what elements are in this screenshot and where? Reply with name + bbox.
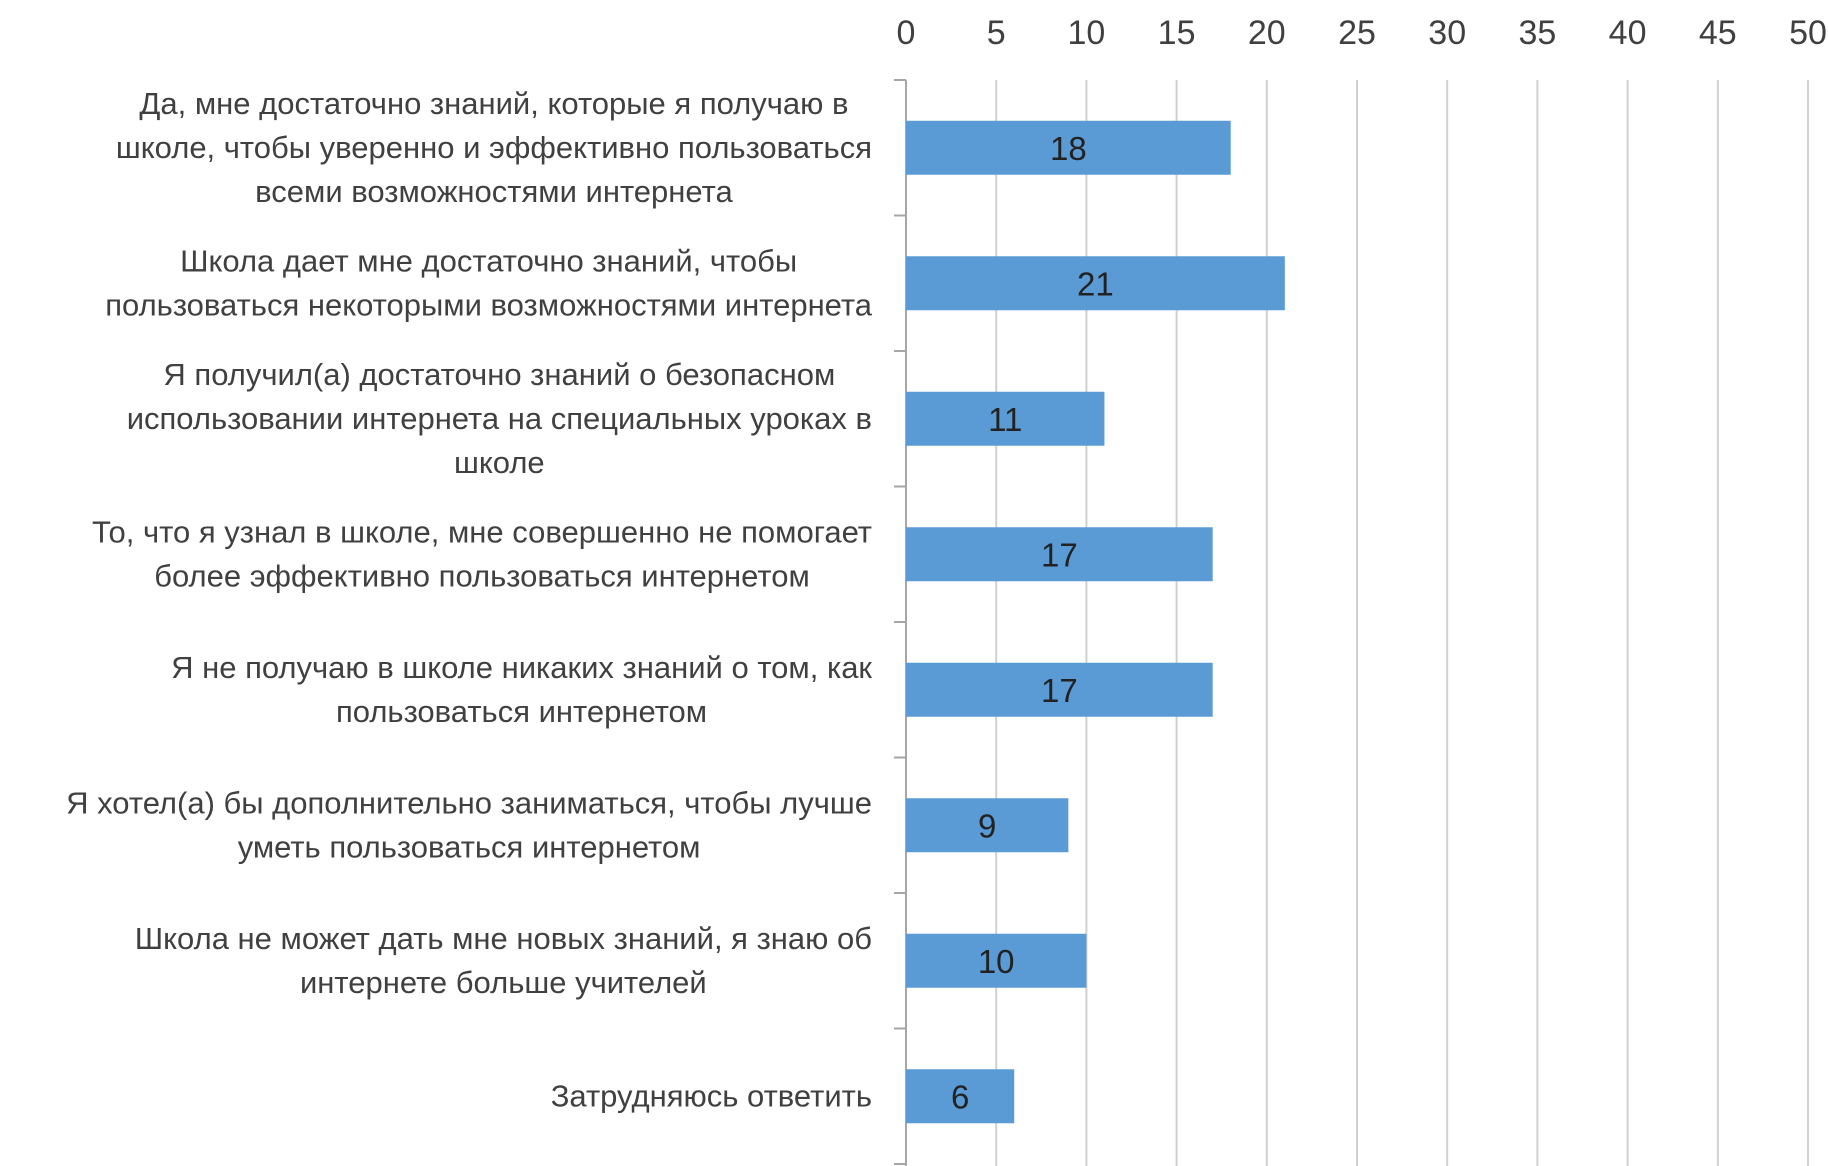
category-label-line: Школа дает мне достаточно знаний, чтобы: [180, 243, 797, 278]
bar: [906, 256, 1285, 311]
grid-lines: [995, 80, 1809, 1166]
category-label-line: более эффективно пользоваться интернетом: [154, 558, 810, 593]
bar-value-label: 11: [988, 401, 1022, 438]
x-tick-label: 50: [1789, 14, 1827, 52]
category-label-line: Я получил(а) достаточно знаний о безопас…: [163, 357, 835, 392]
category-label-line: пользоваться некоторыми возможностями ин…: [105, 287, 873, 322]
x-tick-label: 30: [1428, 14, 1466, 52]
bar: [906, 527, 1213, 582]
category-label-line: школе, чтобы уверенно и эффективно польз…: [116, 130, 872, 165]
bar-value-label: 18: [1050, 130, 1087, 167]
category-label-line: Затрудняюсь ответить: [551, 1078, 872, 1113]
bar-value-label: 21: [1077, 265, 1114, 302]
bar-value-label: 6: [951, 1078, 969, 1115]
category-label: Затрудняюсь ответить: [551, 1078, 872, 1113]
category-label-line: уметь пользоваться интернетом: [238, 829, 701, 864]
category-label-line: интернете больше учителей: [300, 965, 707, 1000]
category-label: То, что я узнал в школе, мне совершенно …: [92, 514, 872, 593]
category-label: Я хотел(а) бы дополнительно заниматься, …: [66, 785, 872, 864]
bar: [906, 933, 1087, 988]
category-label: Я получил(а) достаточно знаний о безопас…: [127, 357, 872, 480]
bar: [906, 662, 1213, 717]
category-label-line: пользоваться интернетом: [336, 694, 707, 729]
category-label: Да, мне достаточно знаний, которые я пол…: [116, 86, 872, 209]
bars: 18 21 11 17 17 9 10 6: [906, 120, 1285, 1124]
category-axis: [894, 79, 907, 1166]
category-label-line: всеми возможностями интернета: [255, 174, 733, 209]
bar-value-label: 9: [978, 807, 996, 844]
x-tick-label: 35: [1518, 14, 1556, 52]
category-label-line: То, что я узнал в школе, мне совершенно …: [92, 514, 872, 549]
category-label-line: использовании интернета на специальных у…: [127, 401, 872, 436]
bar: [906, 1069, 1015, 1124]
bar: [906, 120, 1231, 175]
x-tick-label: 0: [897, 14, 916, 52]
category-label-line: школе: [454, 445, 545, 480]
x-tick-label: 40: [1609, 14, 1647, 52]
x-tick-label: 5: [987, 14, 1006, 52]
bar: [906, 798, 1069, 853]
category-labels: Да, мне достаточно знаний, которые я пол…: [66, 86, 873, 1114]
bar-value-label: 17: [1041, 536, 1078, 573]
category-label-line: Я хотел(а) бы дополнительно заниматься, …: [66, 785, 872, 820]
bar-value-label: 17: [1041, 672, 1078, 709]
x-tick-label: 15: [1158, 14, 1196, 52]
bar-value-label: 10: [978, 943, 1015, 980]
x-tick-label: 20: [1248, 14, 1286, 52]
category-label-line: Школа не может дать мне новых знаний, я …: [135, 921, 872, 956]
x-tick-label: 10: [1067, 14, 1105, 52]
category-label: Школа не может дать мне новых знаний, я …: [135, 921, 872, 1000]
category-label: Я не получаю в школе никаких знаний о то…: [171, 650, 872, 729]
value-axis-ticks: 0 5 10 15 20 25 30 35 40 45 50: [897, 14, 1827, 52]
category-label: Школа дает мне достаточно знаний, чтобы п…: [105, 243, 873, 322]
category-label-line: Да, мне достаточно знаний, которые я пол…: [139, 86, 848, 121]
bar: [906, 391, 1105, 446]
category-label-line: Я не получаю в школе никаких знаний о то…: [171, 650, 872, 685]
x-tick-label: 45: [1699, 14, 1737, 52]
x-tick-label: 25: [1338, 14, 1376, 52]
